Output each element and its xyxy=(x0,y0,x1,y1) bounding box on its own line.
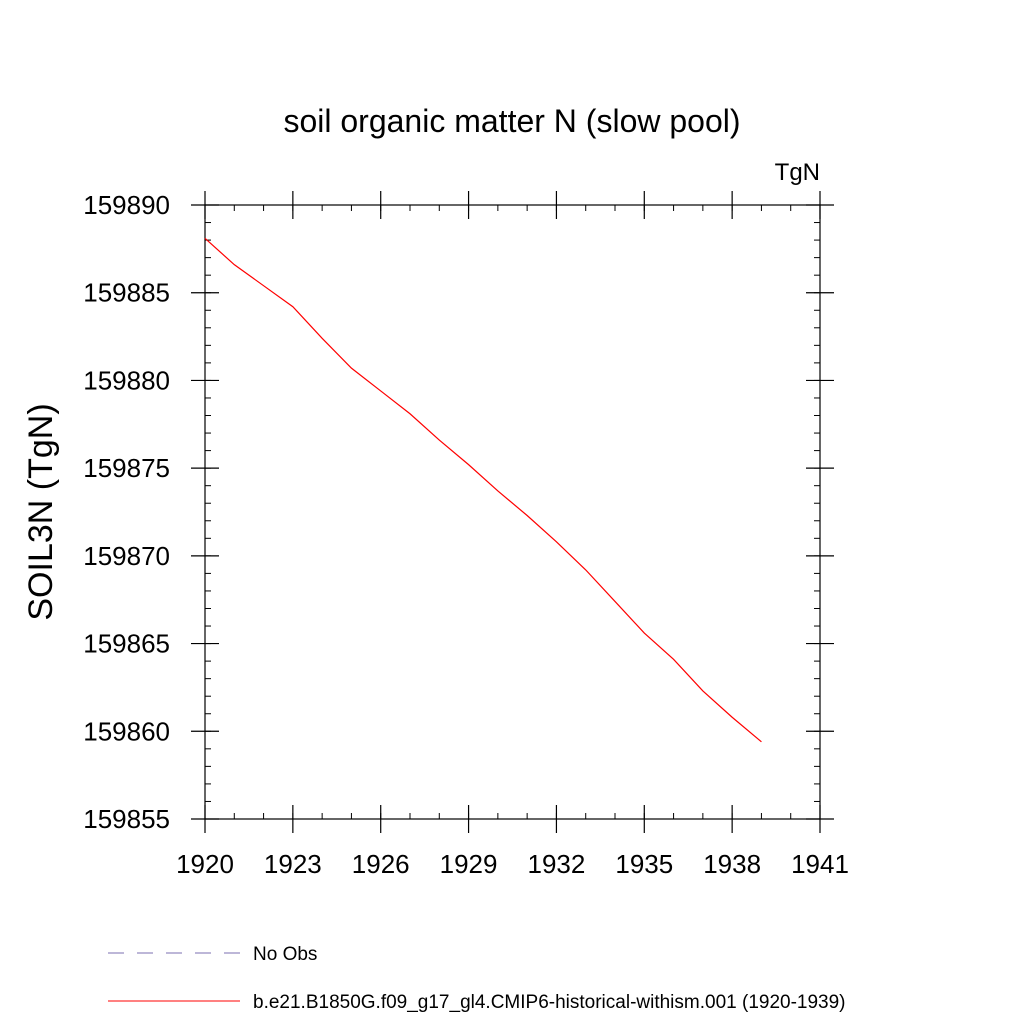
data-point xyxy=(644,632,645,633)
x-tick-label: 1926 xyxy=(352,849,410,879)
data-point xyxy=(351,368,352,369)
legend-label-series: b.e21.B1850G.f09_g17_gl4.CMIP6-historica… xyxy=(253,992,846,1013)
y-tick-label: 159885 xyxy=(83,278,170,308)
data-point xyxy=(322,338,323,339)
data-point xyxy=(439,439,440,440)
data-point xyxy=(468,464,469,465)
x-tick-label: 1932 xyxy=(528,849,586,879)
x-tick-label: 1923 xyxy=(264,849,322,879)
data-point xyxy=(380,390,381,391)
data-point xyxy=(673,659,674,660)
data-point xyxy=(234,264,235,265)
legend: No Obs b.e21.B1850G.f09_g17_gl4.CMIP6-hi… xyxy=(108,944,846,1013)
plot-frame xyxy=(204,204,821,820)
x-tick-label: 1929 xyxy=(440,849,498,879)
y-tick-label: 159865 xyxy=(83,629,170,659)
units-label: TgN xyxy=(775,159,820,186)
x-tick-label: 1920 xyxy=(176,849,234,879)
x-tick-label: 1941 xyxy=(791,849,849,879)
data-point xyxy=(204,238,205,239)
data-point xyxy=(497,490,498,491)
y-tick-label: 159875 xyxy=(83,453,170,483)
y-tick-label: 159860 xyxy=(83,716,170,746)
x-axis: 1920 1923 1926 1929 1932 1935 1938 1941 xyxy=(176,191,849,879)
data-point xyxy=(702,690,703,691)
data-point xyxy=(263,285,264,286)
chart-title: soil organic matter N (slow pool) xyxy=(283,103,740,139)
y-tick-label: 159870 xyxy=(83,541,170,571)
data-point xyxy=(556,541,557,542)
data-point xyxy=(527,515,528,516)
series-line xyxy=(204,237,762,743)
y-tick-label: 159855 xyxy=(83,804,170,834)
data-point xyxy=(761,741,762,742)
data-point xyxy=(614,601,615,602)
series-layer xyxy=(204,237,762,743)
data-point xyxy=(585,569,586,570)
data-point xyxy=(732,717,733,718)
x-tick-label: 1938 xyxy=(703,849,761,879)
y-tick-label: 159890 xyxy=(83,190,170,220)
data-point xyxy=(409,413,410,414)
y-axis-label: SOIL3N (TgN) xyxy=(22,403,60,620)
x-tick-label: 1935 xyxy=(615,849,673,879)
legend-label-no-obs: No Obs xyxy=(253,944,317,965)
data-point xyxy=(292,306,293,307)
y-tick-label: 159880 xyxy=(83,365,170,395)
y-axis: 159890 159885 159880 159875 159870 159865 1598… xyxy=(83,190,834,834)
